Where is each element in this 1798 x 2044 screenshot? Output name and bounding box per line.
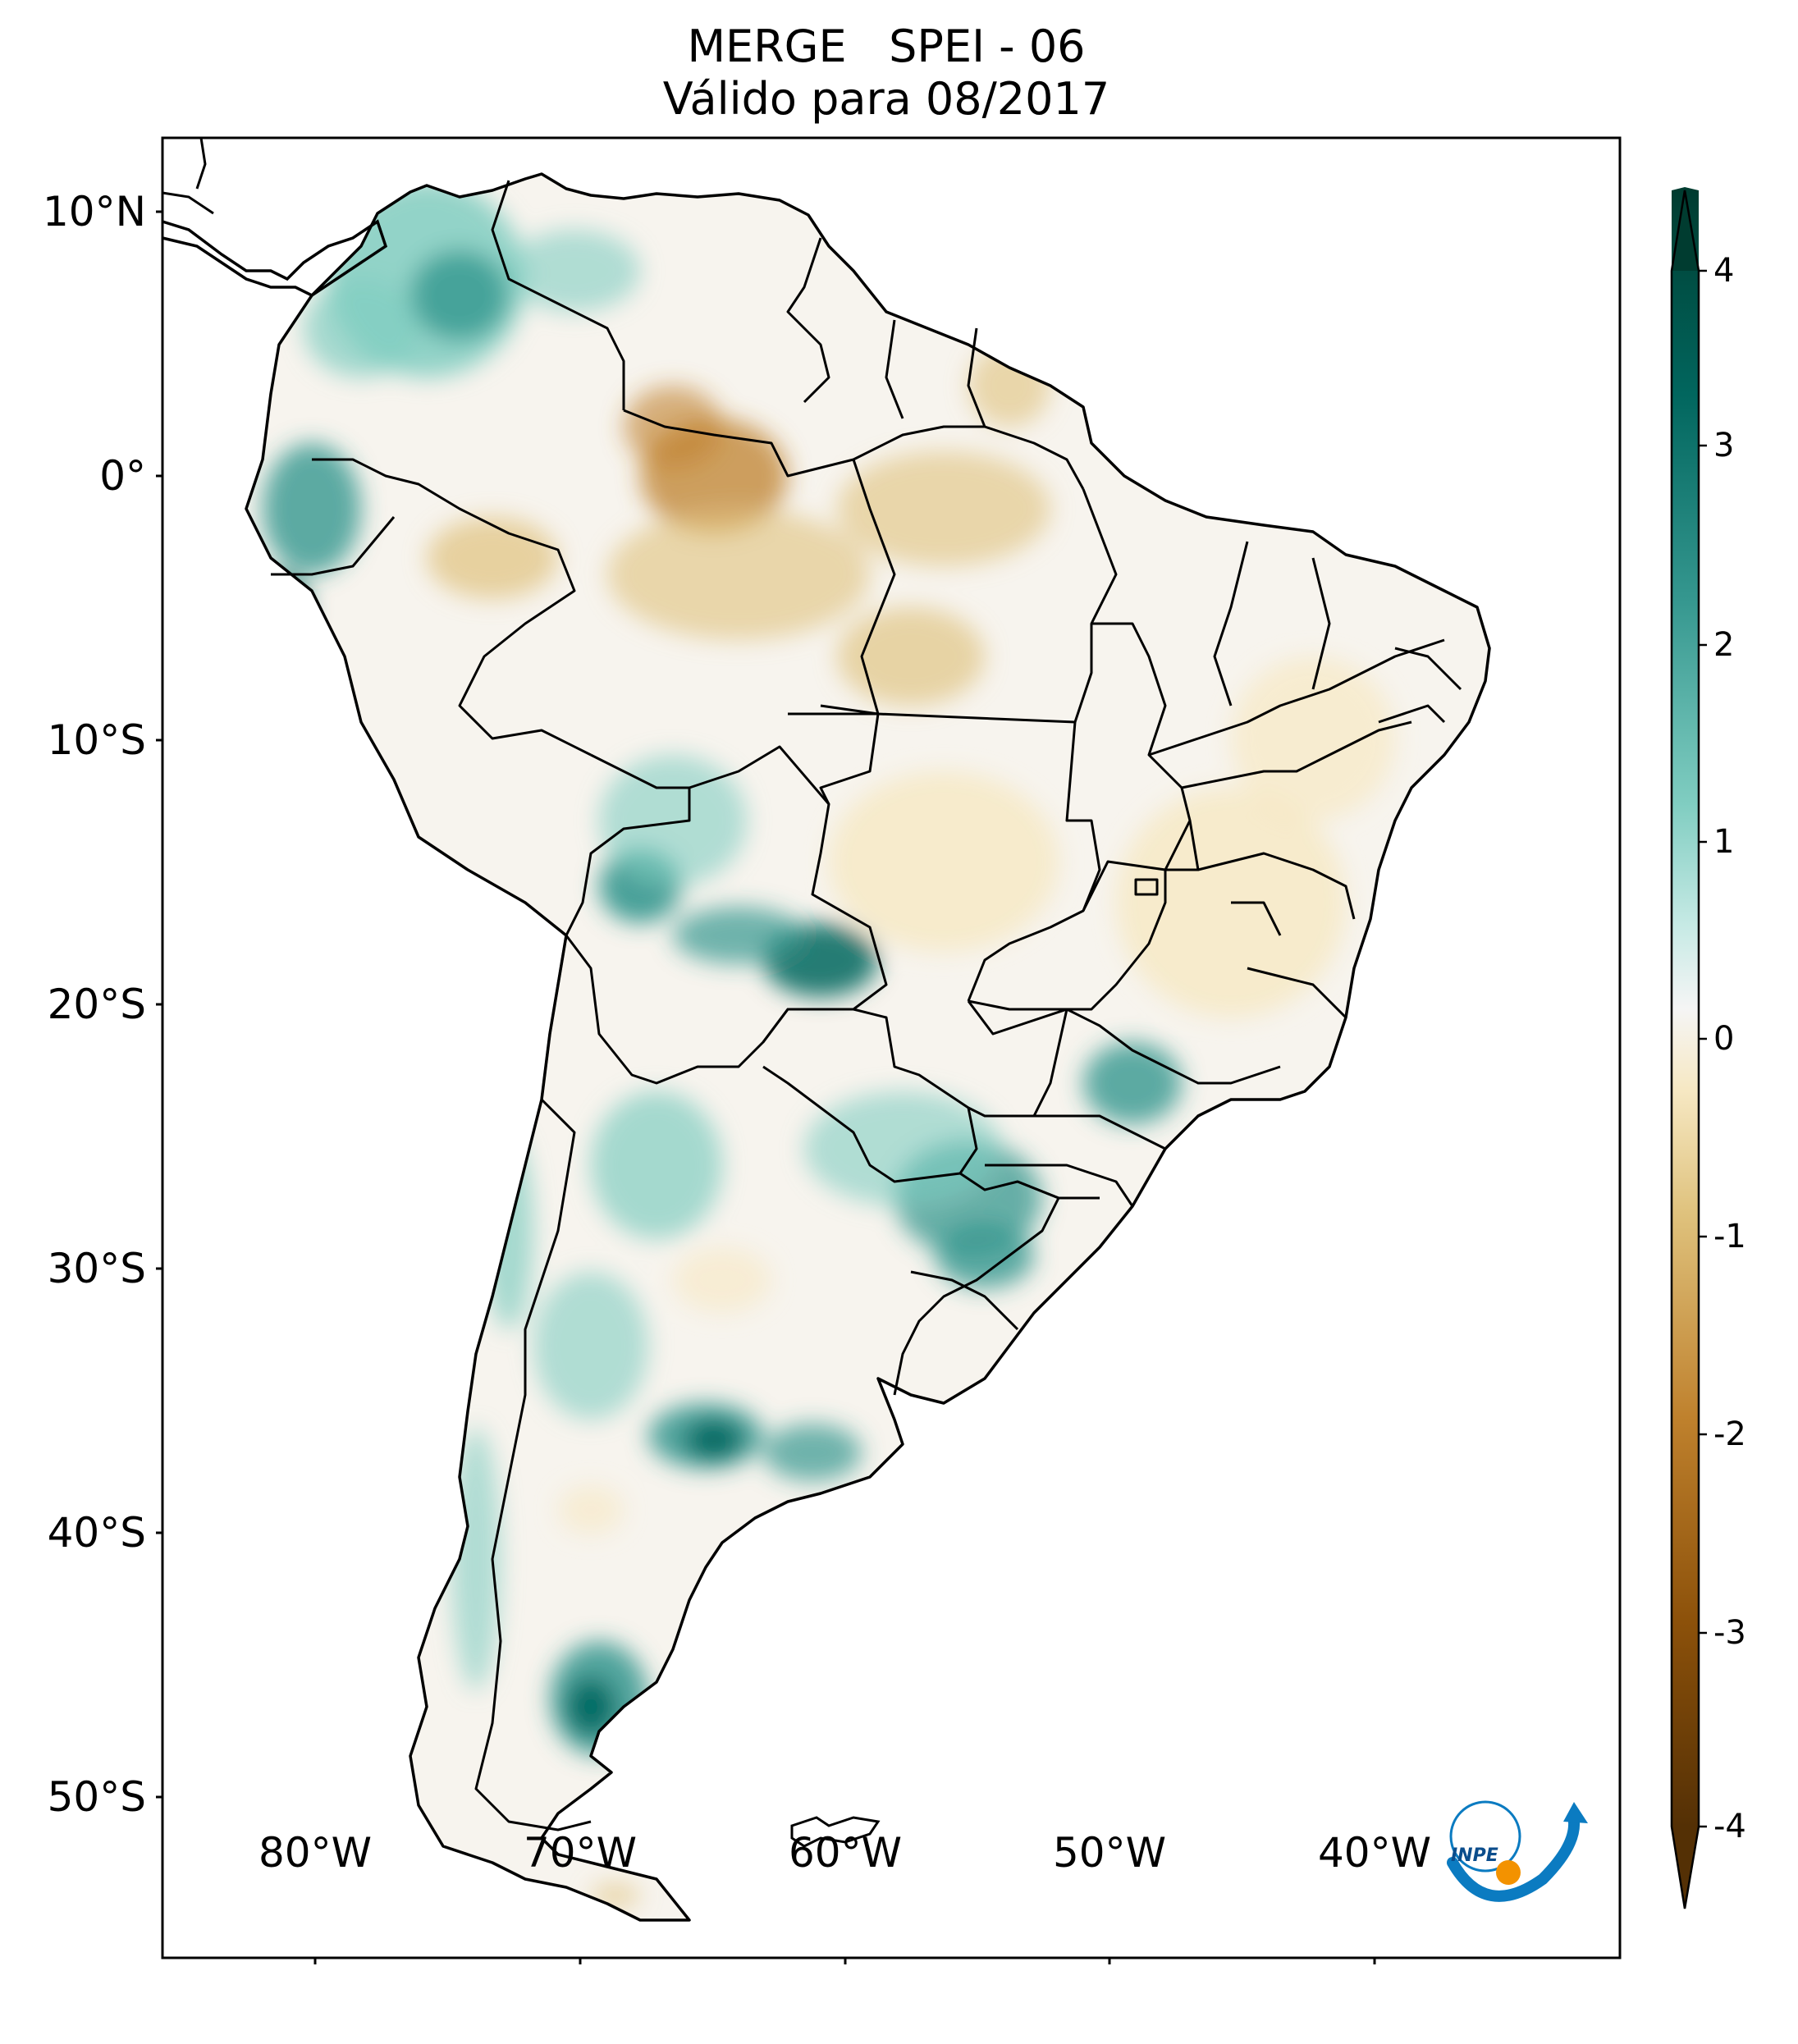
lat-ticks xyxy=(156,210,162,1799)
colorbar-extend-top xyxy=(1672,190,1699,271)
colorbar-body xyxy=(1672,190,1699,1827)
inpe-logo: INPE xyxy=(1447,1800,1588,1902)
colorbar-tick-label: 2 xyxy=(1713,626,1735,664)
colorbar-tick-label: 0 xyxy=(1713,1020,1735,1058)
inpe-logo-text: INPE xyxy=(1451,1845,1498,1866)
plot-frame xyxy=(161,136,1622,1959)
lon-label: 60°W xyxy=(788,1829,903,1877)
lat-label: 30°S xyxy=(47,1245,146,1292)
lat-label: 10°S xyxy=(47,716,146,764)
colorbar-tick-label: 1 xyxy=(1713,823,1735,861)
lon-label: 40°W xyxy=(1317,1829,1432,1877)
lat-label: 0° xyxy=(99,452,146,500)
colorbar-tick-label: 3 xyxy=(1713,427,1735,464)
lat-label: 50°S xyxy=(47,1773,146,1821)
falkland-islands xyxy=(790,1816,881,1848)
lon-label: 80°W xyxy=(258,1829,373,1877)
coastline xyxy=(245,172,1491,1922)
colorbar-tick-label: -4 xyxy=(1713,1808,1746,1845)
central-america-border xyxy=(162,191,214,215)
central-america-coast xyxy=(162,219,388,298)
chart-title: MERGE SPEI - 06 xyxy=(687,21,1086,72)
colorbar-tick-label: -1 xyxy=(1713,1218,1746,1255)
chart-subtitle: Válido para 08/2017 xyxy=(662,73,1110,125)
borders xyxy=(271,180,1462,1831)
colorbar-tick-label: 4 xyxy=(1713,252,1735,290)
colorbar-tick-label: -3 xyxy=(1713,1614,1746,1652)
colorbar-extend-bottom xyxy=(1672,1827,1699,1909)
lon-label: 50°W xyxy=(1052,1829,1167,1877)
lon-label: 70°W xyxy=(523,1829,638,1877)
lat-label: 10°N xyxy=(42,188,146,235)
lon-ticks xyxy=(313,1958,1376,1964)
lat-label: 20°S xyxy=(47,981,146,1028)
colorbar-tick-label: -2 xyxy=(1713,1415,1746,1453)
lat-label: 40°S xyxy=(47,1509,146,1557)
colorbar xyxy=(1670,187,1707,1909)
central-america-border xyxy=(195,137,207,190)
